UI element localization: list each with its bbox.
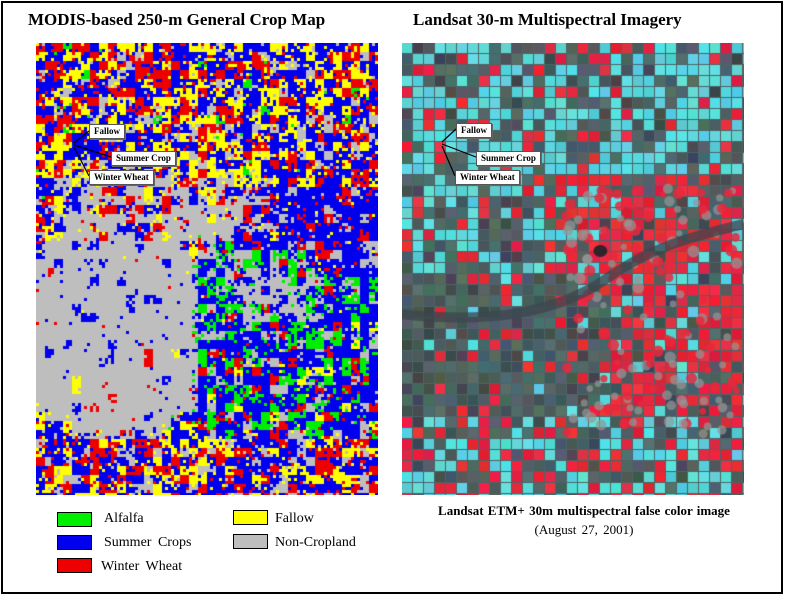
landsat-false-color-image (402, 43, 744, 495)
legend-swatch-non-cropland (233, 534, 268, 549)
legend-label-alfalfa: Alfalfa (104, 511, 144, 526)
left-panel-title: MODIS-based 250-m General Crop Map (28, 10, 326, 29)
modis-crop-map-image (36, 43, 378, 495)
right-callout-fallow: Fallow (456, 123, 492, 138)
landsat-caption-line1: Landsat ETM+ 30m multispectral false col… (438, 503, 730, 518)
legend-label-summer-crops: Summer Crops (104, 535, 192, 550)
left-callout-fallow: Fallow (89, 124, 125, 139)
right-panel-title: Landsat 30-m Multispectral Imagery (413, 10, 682, 29)
legend-swatch-winter-wheat (57, 558, 92, 573)
left-callout-winter-wheat: Winter Wheat (89, 170, 154, 185)
landsat-caption-line2: (August 27, 2001) (534, 522, 634, 537)
legend-label-winter-wheat: Winter Wheat (101, 559, 183, 574)
left-callout-summer-crop: Summer Crop (111, 151, 176, 166)
right-callout-summer-crop: Summer Crop (476, 151, 541, 166)
legend-label-non-cropland: Non-Cropland (275, 535, 356, 550)
legend-label-fallow: Fallow (275, 511, 314, 526)
legend-swatch-alfalfa (57, 512, 92, 527)
legend-swatch-fallow (233, 510, 268, 525)
modis-crop-map (36, 43, 378, 495)
landsat-image (402, 43, 744, 495)
legend-swatch-summer-crops (57, 535, 92, 550)
right-callout-winter-wheat: Winter Wheat (455, 170, 520, 185)
